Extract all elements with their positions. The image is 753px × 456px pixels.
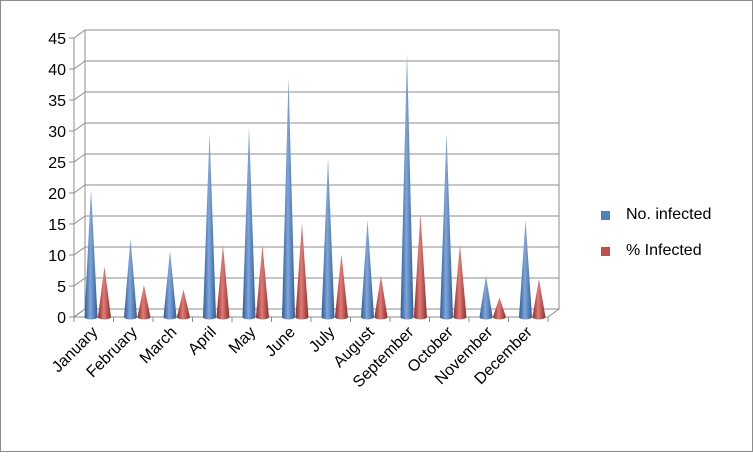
- gridline-depth: [73, 184, 86, 194]
- cone-percent-infected-december: [532, 278, 546, 320]
- y-tick-label: 35: [48, 93, 66, 110]
- cone-no-infected-may: [242, 127, 256, 320]
- legend-label-no-infected: No. infected: [626, 206, 712, 223]
- x-tick-label: June: [262, 324, 299, 361]
- cone-percent-infected-september: [413, 213, 427, 320]
- cone-no-infected-march: [163, 251, 177, 320]
- gridline-depth: [73, 246, 86, 256]
- cone-percent-infected-april: [216, 244, 230, 320]
- cone-percent-infected-june: [295, 223, 309, 320]
- cone-no-infected-december: [519, 220, 533, 320]
- cone-percent-infected-may: [255, 244, 269, 320]
- legend-label-percent-infected: % Infected: [626, 242, 702, 259]
- y-tick-label: 45: [48, 31, 66, 48]
- cone-no-infected-september: [400, 52, 414, 320]
- cone-no-infected-january: [84, 189, 98, 320]
- x-tick-label: April: [185, 324, 220, 359]
- cone-no-infected-august: [361, 220, 375, 320]
- cone-percent-infected-february: [137, 285, 151, 320]
- legend: No. infected % Infected: [601, 197, 711, 269]
- cone-percent-infected-november: [492, 297, 506, 320]
- gridline-depth: [73, 215, 86, 225]
- y-tick-label: 30: [48, 124, 66, 141]
- gridline-depth: [73, 153, 86, 163]
- cone-percent-infected-march: [176, 289, 190, 320]
- legend-item-percent-infected: % Infected: [601, 233, 711, 269]
- legend-item-no-infected: No. infected: [601, 197, 711, 233]
- y-tick-label: 20: [48, 186, 66, 203]
- cone-percent-infected-january: [97, 266, 111, 320]
- x-tick-label: July: [306, 324, 338, 356]
- cone-no-infected-november: [479, 275, 493, 320]
- cone-no-infected-april: [203, 133, 217, 320]
- y-tick-label: 25: [48, 155, 66, 172]
- y-tick-label: 10: [48, 248, 66, 265]
- gridline-depth: [73, 60, 86, 70]
- y-tick-label: 0: [57, 310, 66, 327]
- x-tick-label: May: [226, 324, 259, 357]
- y-tick-label: 15: [48, 217, 66, 234]
- cone-no-infected-june: [282, 77, 296, 320]
- gridline-depth: [73, 29, 86, 39]
- cone-no-infected-july: [321, 158, 335, 320]
- gridline-depth: [73, 122, 86, 132]
- gridline-depth: [73, 91, 86, 101]
- y-tick-label: 40: [48, 62, 66, 79]
- cone-percent-infected-august: [374, 275, 388, 320]
- legend-swatch-percent-infected: [601, 246, 610, 256]
- cone-no-infected-february: [124, 238, 138, 320]
- gridline-depth: [73, 308, 86, 318]
- legend-swatch-no-infected: [601, 210, 610, 220]
- cone-no-infected-october: [440, 133, 454, 320]
- y-tick-label: 5: [57, 279, 66, 296]
- cone-percent-infected-july: [334, 254, 348, 320]
- x-tick-label: March: [137, 324, 180, 367]
- cone-percent-infected-october: [453, 244, 467, 320]
- gridline-depth: [73, 277, 86, 287]
